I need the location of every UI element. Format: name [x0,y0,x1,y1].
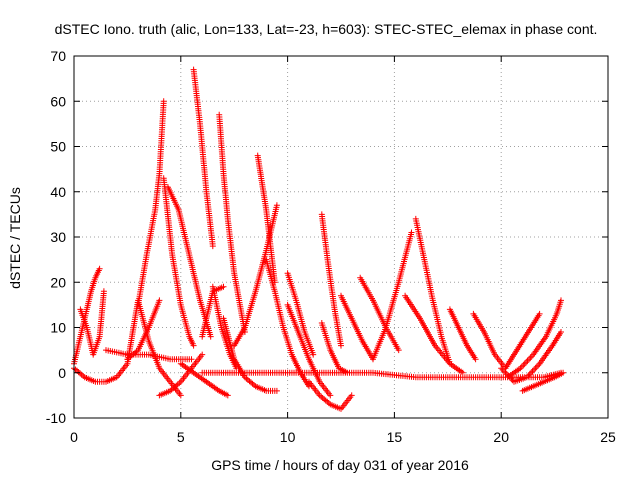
x-tick-label: 0 [70,429,78,445]
series-markers [71,66,567,412]
y-tick-label: 0 [58,365,66,381]
y-tick-label: 50 [50,139,66,155]
x-tick-label: 25 [600,429,616,445]
y-tick-label: -10 [46,410,66,426]
x-tick-label: 10 [280,429,296,445]
y-tick-label: 40 [50,184,66,200]
data-points [71,66,567,412]
y-tick-label: 60 [50,93,66,109]
y-tick-label: 20 [50,274,66,290]
x-axis-label: GPS time / hours of day 031 of year 2016 [211,457,469,473]
x-tick-label: 20 [493,429,509,445]
y-tick-label: 30 [50,229,66,245]
y-tick-label: 10 [50,320,66,336]
x-tick-label: 15 [387,429,403,445]
chart-title: dSTEC Iono. truth (alic, Lon=133, Lat=-2… [55,21,598,37]
y-tick-label: 70 [50,48,66,64]
y-axis-label: dSTEC / TECUs [7,187,23,289]
grid [74,56,608,418]
x-tick-label: 5 [177,429,185,445]
